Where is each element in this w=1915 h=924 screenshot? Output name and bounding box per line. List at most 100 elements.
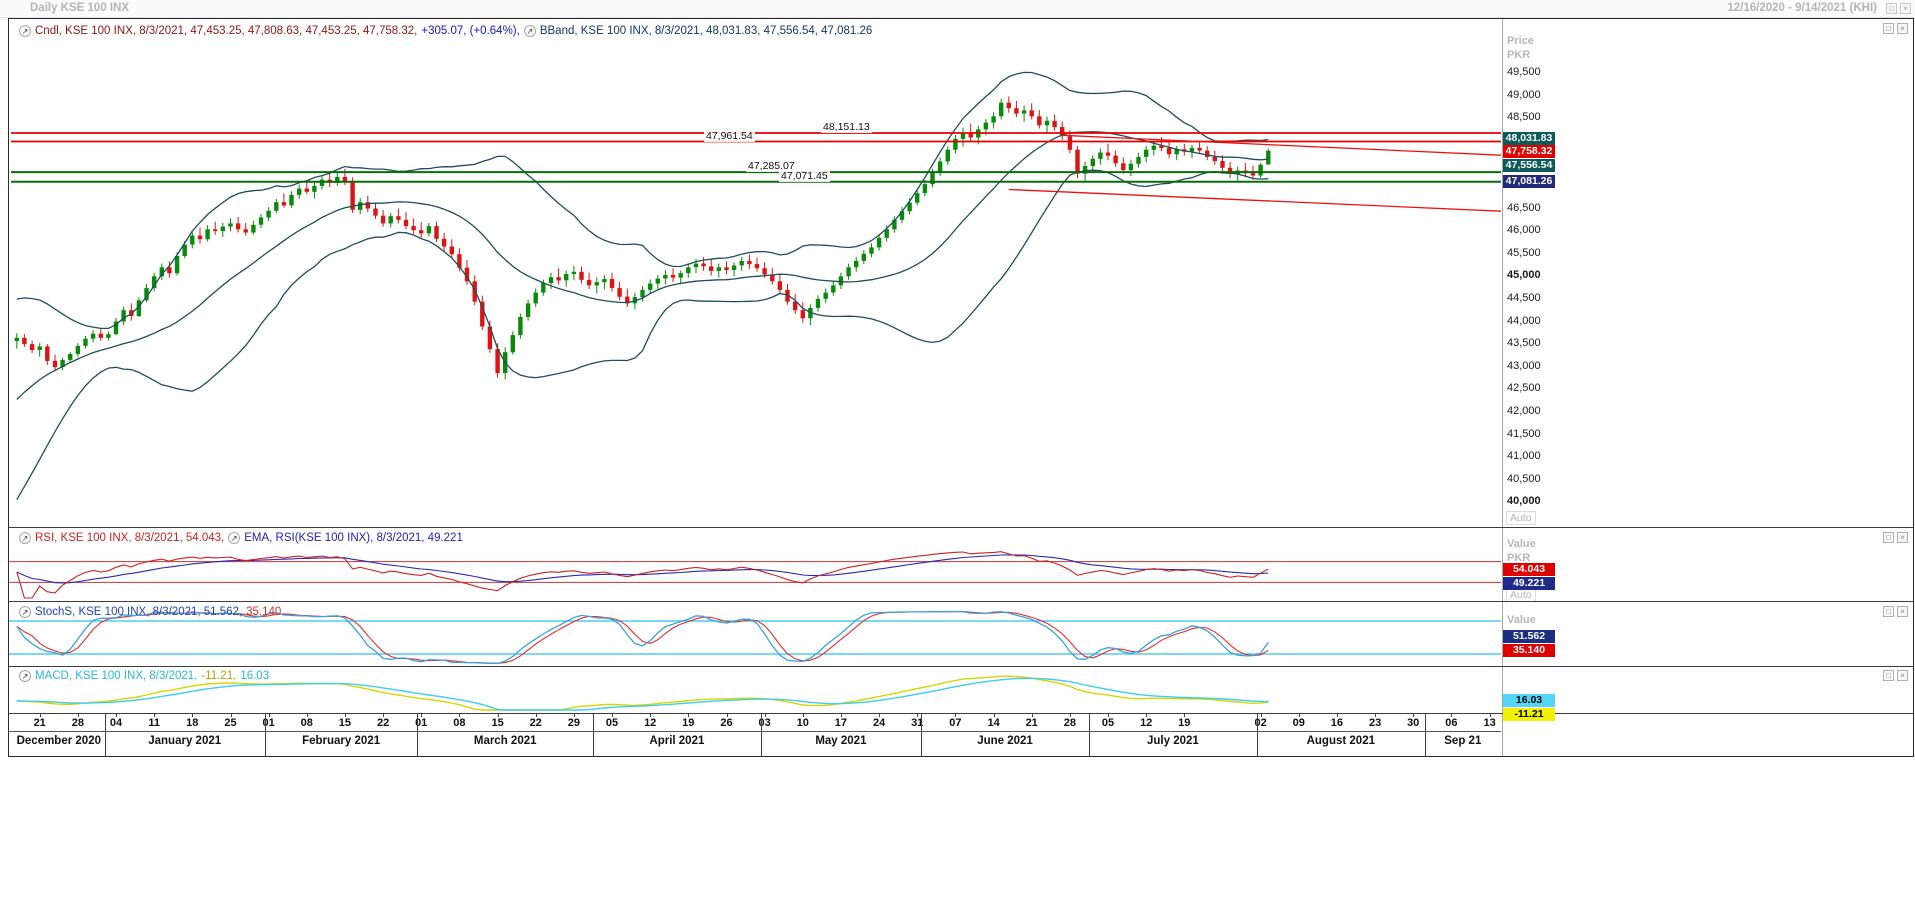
- axis-value-badge: 51.562: [1503, 630, 1555, 644]
- date-tick-mark: [383, 714, 385, 717]
- candle: [289, 191, 294, 208]
- date-tick-mark: [993, 714, 995, 717]
- date-tick-mark: [77, 714, 79, 717]
- candle: [518, 313, 523, 339]
- candle: [716, 263, 721, 278]
- candle: [525, 299, 531, 321]
- panel-controls: □ ×: [1883, 606, 1908, 617]
- candle: [823, 288, 828, 304]
- candle: [731, 262, 737, 277]
- price-tick-label: 49,500: [1507, 66, 1541, 78]
- date-tick-mark: [1336, 714, 1338, 717]
- candle: [609, 272, 615, 292]
- candle: [670, 268, 676, 283]
- chart-frame: ↗ Cndl, KSE 100 INX, 8/3/2021, 47,453.25…: [8, 18, 1914, 757]
- date-tick-label: 21: [1025, 717, 1038, 729]
- date-tick-mark: [726, 714, 728, 717]
- candle: [1090, 155, 1095, 172]
- bband-legend[interactable]: BBand, KSE 100 INX, 8/3/2021, 48,031.83,…: [539, 25, 873, 37]
- date-tick-mark: [1375, 714, 1377, 717]
- candle: [29, 340, 35, 354]
- date-tick-label: 14: [987, 717, 1000, 729]
- candle: [388, 213, 393, 228]
- price-tick-label: 40,500: [1507, 472, 1541, 485]
- legend-expand-icon[interactable]: ↗: [19, 670, 31, 682]
- legend-expand-icon[interactable]: ↗: [19, 606, 31, 618]
- candle: [243, 223, 248, 236]
- macd-panel: ↗ MACD, KSE 100 INX, 8/3/2021, -11.21, 1…: [9, 666, 1913, 713]
- price-tick-label: 44,500: [1507, 292, 1541, 304]
- bollinger-upper-line: [16, 71, 1269, 330]
- stoch-d-legend: 35.140: [246, 606, 282, 618]
- date-tick-mark: [1069, 714, 1071, 717]
- candle: [602, 274, 607, 289]
- candle: [22, 334, 27, 347]
- candle: [1227, 161, 1233, 179]
- maximize-panel-icon[interactable]: □: [1883, 532, 1894, 543]
- maximize-panel-icon[interactable]: □: [1883, 606, 1894, 617]
- date-tick-label: 13: [1483, 717, 1496, 729]
- close-panel-icon[interactable]: ×: [1897, 532, 1908, 543]
- date-tick-mark: [917, 714, 919, 717]
- close-icon[interactable]: ×: [1900, 3, 1911, 14]
- candle: [1136, 152, 1141, 168]
- maximize-panel-icon[interactable]: □: [1883, 670, 1894, 681]
- legend-expand-icon[interactable]: ↗: [19, 532, 31, 544]
- month-separator: [1088, 714, 1090, 756]
- price-tick-label: 46,000: [1507, 224, 1541, 237]
- window-controls: □ ×: [1886, 3, 1911, 14]
- candle: [1220, 155, 1225, 172]
- month-separator: [921, 714, 923, 756]
- maximize-icon[interactable]: □: [1886, 3, 1897, 14]
- legend-expand-icon[interactable]: ↗: [523, 25, 536, 37]
- trend-line[interactable]: [1008, 188, 1502, 212]
- candle-change-legend: +305.07, (+0.64%),: [421, 25, 520, 37]
- candle: [831, 281, 836, 296]
- date-tick-label: 28: [1063, 717, 1077, 729]
- candle: [1113, 150, 1118, 167]
- stoch-legend[interactable]: StochS, KSE 100 INX, 8/3/2021, 51.562,: [35, 606, 243, 618]
- candle: [861, 250, 866, 265]
- candle: [815, 295, 821, 312]
- axis-value-badge: 47,758.32: [1503, 145, 1555, 159]
- stoch-axis-title: Value: [1507, 614, 1536, 626]
- candle: [655, 274, 660, 289]
- macd-signal-line: [16, 677, 1269, 711]
- legend-expand-icon[interactable]: ↗: [228, 532, 241, 544]
- level-label: 47,961.54: [704, 129, 755, 142]
- candle: [121, 306, 126, 326]
- candle: [1052, 114, 1057, 131]
- panel-controls: □ ×: [1883, 532, 1908, 543]
- maximize-panel-icon[interactable]: □: [1883, 23, 1894, 34]
- close-panel-icon[interactable]: ×: [1897, 606, 1908, 617]
- date-tick-label: 19: [1178, 717, 1191, 729]
- rsi-legend[interactable]: RSI, KSE 100 INX, 8/3/2021, 54.043,: [35, 532, 225, 544]
- date-tick-label: 06: [1445, 717, 1458, 729]
- date-tick-label: 12: [644, 717, 657, 729]
- date-tick-label: 10: [796, 717, 809, 729]
- candle: [793, 293, 798, 314]
- candle: [1060, 121, 1065, 140]
- candle: [1044, 116, 1050, 133]
- candle-legend[interactable]: Cndl, KSE 100 INX, 8/3/2021, 47,453.25, …: [35, 25, 418, 37]
- close-panel-icon[interactable]: ×: [1897, 23, 1908, 34]
- date-tick-label: 07: [949, 717, 962, 729]
- legend-expand-icon[interactable]: ↗: [19, 25, 31, 37]
- month-label: August 2021: [1306, 735, 1375, 747]
- macd-panel-legend: ↗ MACD, KSE 100 INX, 8/3/2021, -11.21, 1…: [19, 670, 273, 682]
- rsi-ema-legend[interactable]: EMA, RSI(KSE 100 INX), 8/3/2021, 49.221: [244, 532, 463, 544]
- date-tick-mark: [421, 714, 423, 717]
- trend-line[interactable]: [1062, 134, 1502, 156]
- candle: [464, 260, 470, 285]
- time-axis-divider: [9, 731, 1501, 732]
- macd-legend[interactable]: MACD, KSE 100 INX, 8/3/2021,: [35, 670, 198, 682]
- candle: [564, 270, 569, 287]
- candle: [510, 331, 515, 355]
- candle: [1014, 100, 1019, 118]
- date-tick-label: 16: [1330, 717, 1344, 729]
- date-tick-mark: [612, 714, 613, 717]
- close-panel-icon[interactable]: ×: [1897, 670, 1908, 681]
- price-axis-auto-button[interactable]: Auto: [1506, 511, 1536, 525]
- candle: [854, 256, 859, 272]
- rsi-axis-auto-button[interactable]: Auto: [1506, 588, 1536, 602]
